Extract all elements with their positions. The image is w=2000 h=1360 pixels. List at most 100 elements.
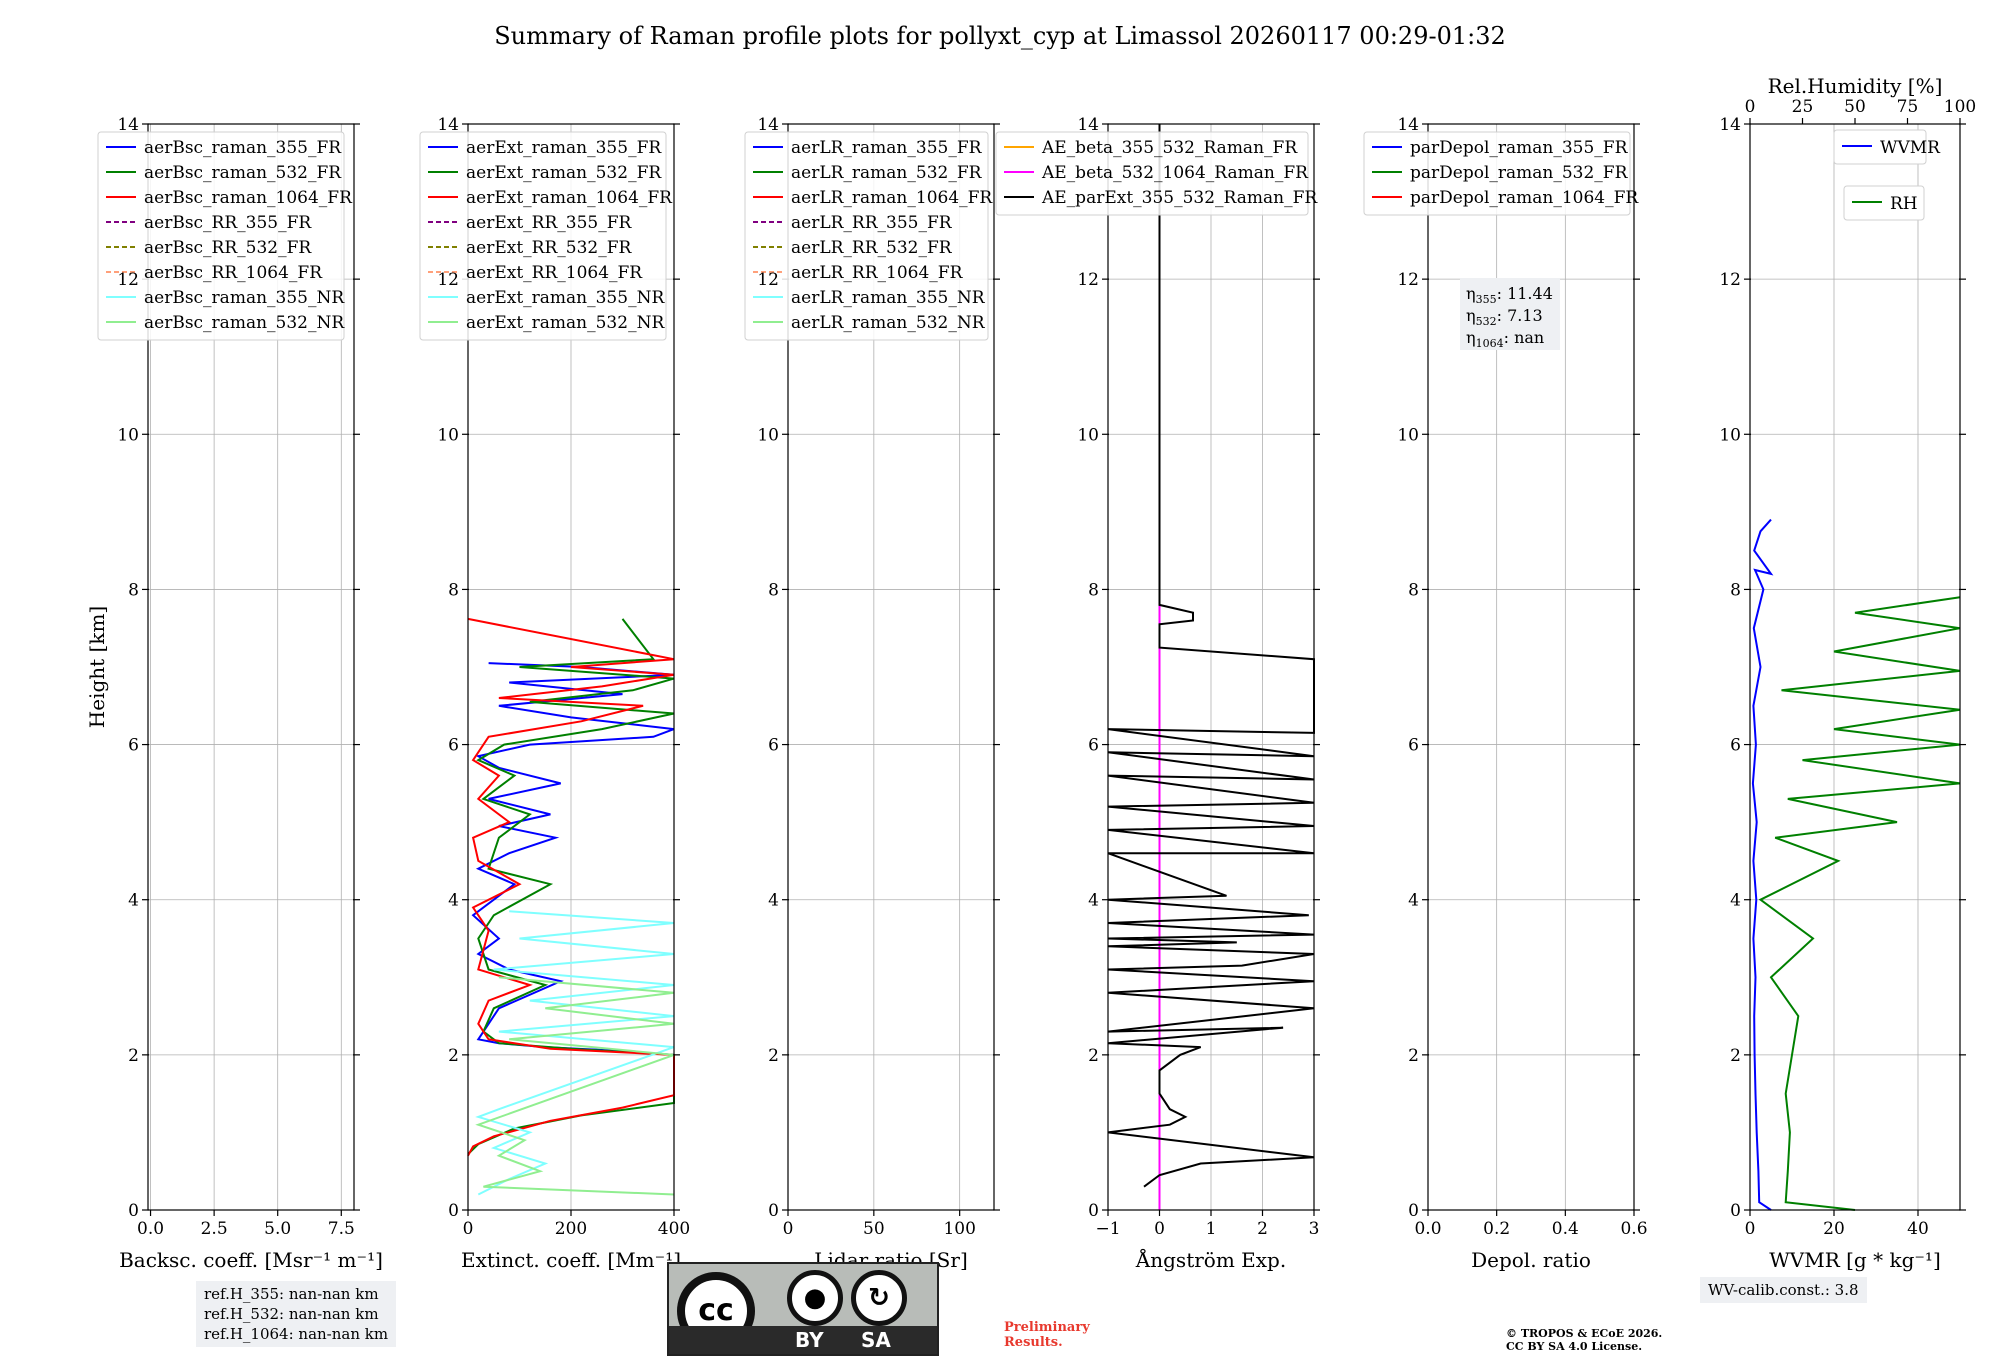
y-tick-label: 6 (128, 736, 139, 756)
series-line-WVMR (1751, 518, 1774, 1211)
axes-frame (787, 123, 995, 1211)
legend-label-aerExt_raman_355_FR: aerExt_raman_355_FR (466, 138, 662, 158)
y-tick-label: 0 (1088, 1201, 1099, 1221)
legend-label-aerBsc_RR_1064_FR: aerBsc_RR_1064_FR (144, 263, 323, 283)
x-axis-label: Backsc. coeff. [Msr⁻¹ m⁻¹] (119, 1248, 383, 1272)
x-tick-label: 20 (1823, 1219, 1845, 1239)
depol-annotation-line: η532: 7.13 (1466, 306, 1543, 328)
copyright-note: © TROPOS & ECoE 2026. CC BY SA 4.0 Licen… (1506, 1327, 1662, 1353)
legend-label-aerLR_RR_355_FR: aerLR_RR_355_FR (791, 213, 953, 233)
y-tick-label: 4 (768, 891, 779, 911)
y-tick-label: 0 (768, 1201, 779, 1221)
legend-label-aerExt_RR_532_FR: aerExt_RR_532_FR (466, 238, 632, 258)
x-tick-label: 0 (1745, 1219, 1756, 1239)
badge-band (669, 1326, 937, 1354)
top-x-tick-label: 50 (1844, 97, 1866, 117)
y-tick-label: 10 (1077, 425, 1099, 445)
depol-annotation-line: η1064: nan (1466, 328, 1544, 350)
x-tick-label: −1 (1095, 1219, 1120, 1239)
y-tick-label: 0 (128, 1201, 139, 1221)
y-tick-label: 4 (1088, 891, 1099, 911)
y-tick-label: 6 (1088, 736, 1099, 756)
top-x-tick-label: 0 (1745, 97, 1756, 117)
x-tick-label: 0.4 (1552, 1219, 1579, 1239)
legend-label-parDepol_raman_355_FR: parDepol_raman_355_FR (1410, 138, 1629, 158)
top-x-tick-label: 100 (1944, 97, 1976, 117)
legend-box (744, 131, 989, 341)
y-tick-label: 12 (1077, 270, 1099, 290)
preliminary-note: Preliminary Results. (1004, 1320, 1090, 1350)
y-tick-label: 6 (1408, 736, 1419, 756)
series-line-aerExt_raman_355_FR (471, 662, 675, 1056)
y-tick-label: 14 (1077, 115, 1099, 135)
series-line-aerExt_raman_532_NR (475, 976, 675, 1196)
panel-extinction (419, 123, 680, 1216)
y-tick-label: 8 (448, 580, 459, 600)
x-tick-label: 0.6 (1620, 1219, 1647, 1239)
series-line-aerExt_raman_355_NR (475, 910, 675, 1196)
legend-label-aerLR_raman_532_NR: aerLR_raman_532_NR (791, 313, 986, 333)
legend-label-aerExt_raman_1064_FR: aerExt_raman_1064_FR (466, 188, 673, 208)
y-tick-label: 12 (1719, 270, 1741, 290)
legend-label-AE_parExt_355_532_Raman_FR: AE_parExt_355_532_Raman_FR (1041, 188, 1318, 208)
wv-calibration-text: WV-calib.const.: 3.8 (1708, 1281, 1859, 1299)
y-tick-label: 4 (1408, 891, 1419, 911)
y-tick-label: 8 (1730, 580, 1741, 600)
copyright-line-2: CC BY SA 4.0 License. (1506, 1340, 1643, 1353)
legend-label-AE_beta_532_1064_Raman_FR: AE_beta_532_1064_Raman_FR (1041, 163, 1309, 183)
y-tick-label: 0 (1730, 1201, 1741, 1221)
legend-label-RH: RH (1890, 194, 1918, 214)
legend-label-aerBsc_RR_355_FR: aerBsc_RR_355_FR (144, 213, 312, 233)
panel-wvmr (1744, 118, 1966, 1216)
share-alike-icon: ↻ (851, 1270, 907, 1326)
top-x-tick-label: 75 (1897, 97, 1919, 117)
y-tick-label: 0 (448, 1201, 459, 1221)
y-tick-label: 8 (128, 580, 139, 600)
x-tick-label: 400 (658, 1219, 690, 1239)
x-tick-label: 0.0 (137, 1219, 164, 1239)
x-tick-label: 0 (463, 1219, 474, 1239)
series-line-AE_parExt_355_532_Raman_FR (1107, 124, 1315, 1188)
top-x-tick-label: 25 (1792, 97, 1814, 117)
y-tick-label: 14 (757, 115, 779, 135)
y-tick-label: 14 (1397, 115, 1419, 135)
x-tick-label: 100 (943, 1219, 975, 1239)
legend-label-aerLR_RR_532_FR: aerLR_RR_532_FR (791, 238, 953, 258)
legend-label-aerBsc_raman_532_NR: aerBsc_raman_532_NR (144, 313, 345, 333)
figure-title: Summary of Raman profile plots for polly… (494, 22, 1506, 50)
y-tick-label: 10 (1719, 425, 1741, 445)
badge-by-label: BY (795, 1328, 824, 1352)
legend-box (97, 131, 345, 341)
panel-depol (1363, 123, 1640, 1216)
legend-box (419, 131, 667, 341)
y-tick-label: 2 (1408, 1046, 1419, 1066)
top-x-axis-label: Rel.Humidity [%] (1768, 74, 1943, 98)
ref-height-1064: ref.H_1064: nan-nan km (204, 1325, 389, 1343)
y-tick-label: 8 (768, 580, 779, 600)
legend-label-aerExt_raman_355_NR: aerExt_raman_355_NR (466, 288, 665, 308)
y-tick-label: 2 (128, 1046, 139, 1066)
x-tick-label: 0.2 (1483, 1219, 1510, 1239)
y-tick-label: 4 (1730, 891, 1741, 911)
ref-height-355: ref.H_355: nan-nan km (204, 1285, 379, 1303)
legend-label-aerExt_RR_1064_FR: aerExt_RR_1064_FR (466, 263, 643, 283)
y-tick-label: 0 (1408, 1201, 1419, 1221)
y-tick-label: 10 (437, 425, 459, 445)
x-tick-label: 0.0 (1414, 1219, 1441, 1239)
y-tick-label: 12 (117, 270, 139, 290)
legend-label-aerBsc_RR_532_FR: aerBsc_RR_532_FR (144, 238, 312, 258)
legend-label-aerLR_raman_532_FR: aerLR_raman_532_FR (791, 163, 983, 183)
y-axis-label: Height [km] (85, 606, 109, 728)
panel-angstrom (995, 123, 1320, 1216)
y-tick-label: 2 (1088, 1046, 1099, 1066)
legend-label-aerLR_raman_355_FR: aerLR_raman_355_FR (791, 138, 983, 158)
y-tick-label: 8 (1408, 580, 1419, 600)
ref-height-532: ref.H_532: nan-nan km (204, 1305, 379, 1323)
badge-sa-label: SA (861, 1328, 891, 1352)
x-axis-label: Extinct. coeff. [Mm⁻¹] (461, 1248, 681, 1272)
legend-label-AE_beta_355_532_Raman_FR: AE_beta_355_532_Raman_FR (1041, 138, 1298, 158)
y-tick-label: 10 (117, 425, 139, 445)
reference-heights-box: ref.H_355: nan-nan km ref.H_532: nan-nan… (196, 1281, 397, 1347)
y-tick-label: 6 (768, 736, 779, 756)
y-tick-label: 14 (1719, 115, 1741, 135)
